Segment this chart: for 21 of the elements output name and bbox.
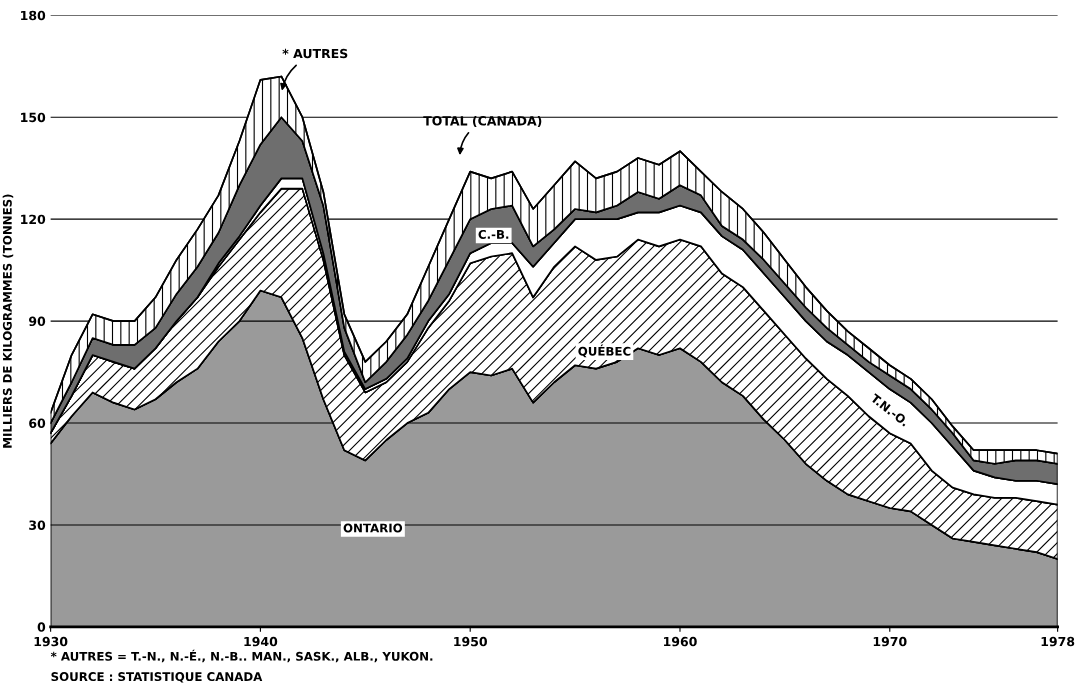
text: * AUTRES = T.-N., N.-É., N.-B.. MAN., SASK., ALB., YUKON. (50, 649, 433, 663)
x-tick-label: 1978 (1041, 636, 1075, 647)
series-label: QUÉBEC (578, 344, 631, 358)
y-tick-label: 60 (29, 418, 46, 428)
series-label: * AUTRES (282, 48, 348, 59)
x-tick-label: 1930 (34, 636, 68, 647)
y-tick-label: 0 (37, 622, 46, 632)
y-tick-label: 150 (21, 112, 46, 123)
y-tick-label: 30 (29, 520, 46, 530)
x-tick-label: 1940 (244, 636, 278, 647)
x-tick-label: 1960 (664, 636, 697, 647)
source-note: SOURCE : STATISTIQUE CANADA (51, 672, 263, 683)
annotation: TOTAL (CANADA) (423, 115, 542, 128)
series-label: C.-B. (478, 229, 509, 239)
y-tick-label: 120 (21, 214, 46, 225)
series-label: ONTARIO (343, 523, 403, 533)
y-tick-label: 180 (21, 10, 46, 21)
x-tick-label: 1970 (873, 636, 907, 647)
y-axis-title: MILLIERS DE KILOGRAMMES (TONNES) (2, 194, 14, 448)
y-tick-label: 90 (29, 316, 46, 327)
x-tick-label: 1950 (454, 636, 487, 647)
